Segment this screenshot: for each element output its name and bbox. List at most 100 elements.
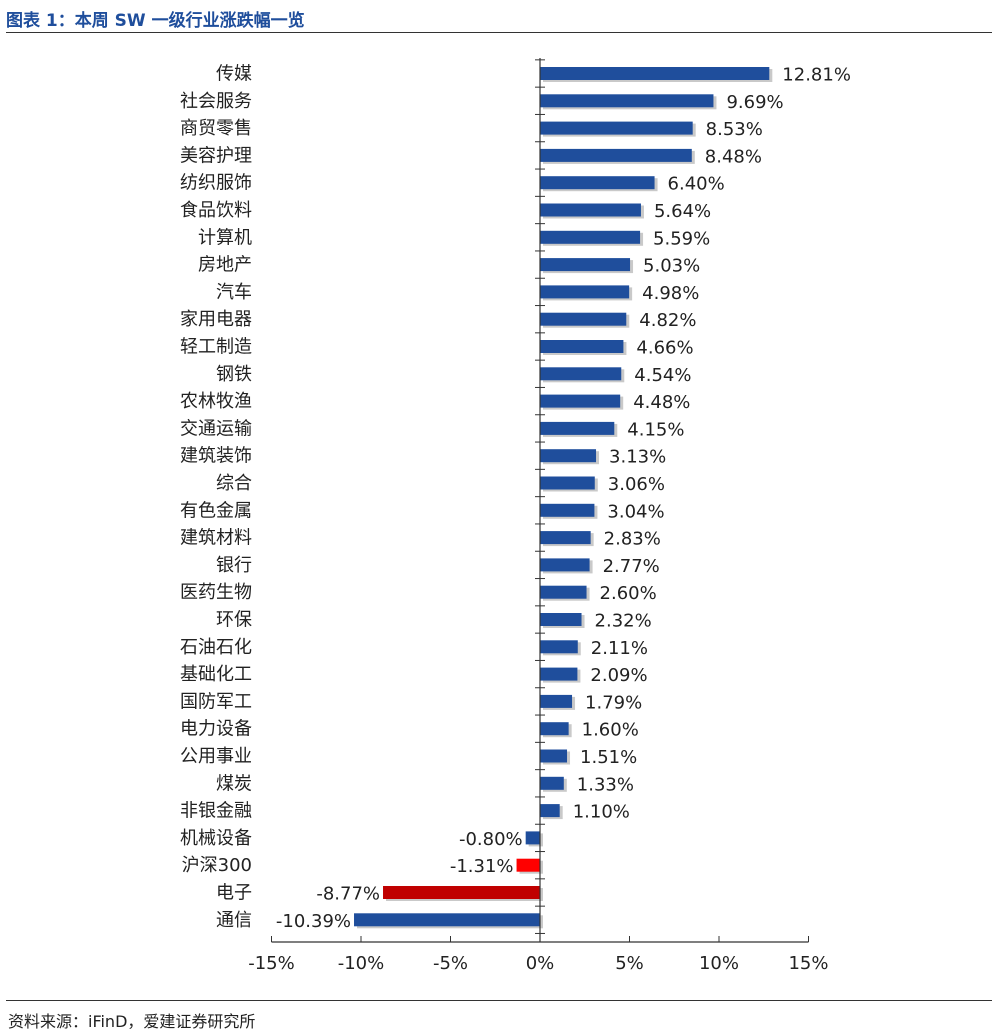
bar xyxy=(540,367,622,381)
top-divider xyxy=(6,32,992,33)
category-label: 有色金属 xyxy=(180,500,252,521)
category-label: 交通运输 xyxy=(180,418,252,439)
source-note: 资料来源：iFinD，爱建证券研究所 xyxy=(8,1012,256,1031)
value-label: 4.15% xyxy=(627,419,684,440)
value-label: 2.11% xyxy=(591,638,648,659)
category-label: 房地产 xyxy=(198,255,252,276)
bar xyxy=(540,531,591,545)
category-label: 计算机 xyxy=(198,227,252,248)
x-tick-label: 0% xyxy=(526,953,555,974)
bar xyxy=(383,886,540,899)
category-label: 建筑装饰 xyxy=(180,446,252,467)
bar xyxy=(540,640,578,654)
category-label: 医药生物 xyxy=(180,582,252,603)
value-label: 1.51% xyxy=(580,747,637,768)
value-label: 1.33% xyxy=(577,774,634,795)
x-tick-label: 5% xyxy=(615,953,644,974)
bar xyxy=(540,694,573,708)
bar xyxy=(354,913,540,927)
value-label: 4.82% xyxy=(639,310,696,331)
value-label: 3.04% xyxy=(607,501,664,522)
value-label: 4.54% xyxy=(634,365,691,386)
category-label: 通信 xyxy=(216,910,252,931)
x-tick-label: 10% xyxy=(699,953,739,974)
value-label: -0.80% xyxy=(459,829,523,850)
value-label: 5.59% xyxy=(653,228,710,249)
bottom-divider xyxy=(6,1000,992,1001)
x-tick-label: -10% xyxy=(338,953,385,974)
value-label: 4.98% xyxy=(642,283,699,304)
value-label: 2.77% xyxy=(603,556,660,577)
value-label: -8.77% xyxy=(316,884,380,905)
value-label: 3.13% xyxy=(609,447,666,468)
value-label: 8.53% xyxy=(706,119,763,140)
category-label: 农林牧渔 xyxy=(180,391,252,412)
value-label: 8.48% xyxy=(705,146,762,167)
category-label: 食品饮料 xyxy=(180,200,252,221)
category-label: 钢铁 xyxy=(216,364,252,385)
bar xyxy=(540,503,595,517)
bar xyxy=(540,804,560,818)
x-tick-label: 15% xyxy=(788,953,828,974)
value-label: -1.31% xyxy=(450,856,514,877)
value-label: 6.40% xyxy=(668,174,725,195)
bar xyxy=(540,421,615,435)
bar xyxy=(540,312,627,326)
bar xyxy=(540,94,714,108)
bar xyxy=(540,749,568,763)
x-tick-label: -5% xyxy=(433,953,468,974)
bar xyxy=(540,67,770,80)
bar xyxy=(540,667,578,681)
bar xyxy=(540,476,595,490)
value-label: 2.83% xyxy=(604,529,661,550)
category-label: 银行 xyxy=(216,555,252,576)
value-label: 2.60% xyxy=(600,583,657,604)
value-label: 4.66% xyxy=(636,338,693,359)
bar xyxy=(540,340,624,353)
category-label: 商贸零售 xyxy=(180,118,252,139)
bar xyxy=(540,722,569,736)
category-label: 电子 xyxy=(216,883,252,904)
bar xyxy=(540,203,641,217)
bar xyxy=(540,285,630,299)
category-label: 家用电器 xyxy=(180,309,252,330)
x-tick-label: -15% xyxy=(248,953,295,974)
bar xyxy=(540,449,597,463)
bar xyxy=(540,176,655,190)
bar xyxy=(516,858,540,872)
category-label: 石油石化 xyxy=(180,637,252,658)
bar xyxy=(540,121,693,135)
category-label: 环保 xyxy=(216,610,252,631)
category-label: 非银金融 xyxy=(180,801,252,822)
category-label: 机械设备 xyxy=(180,828,252,849)
category-label: 轻工制造 xyxy=(180,337,252,358)
category-label: 沪深300 xyxy=(182,855,252,876)
category-label: 基础化工 xyxy=(180,664,252,685)
bar xyxy=(540,394,621,408)
value-label: -10.39% xyxy=(276,911,351,932)
category-label: 社会服务 xyxy=(180,91,252,112)
bar xyxy=(540,258,631,272)
category-label: 传媒 xyxy=(216,64,252,85)
value-label: 2.32% xyxy=(595,611,652,632)
bar xyxy=(540,613,582,626)
category-label: 公用事业 xyxy=(180,746,252,767)
category-label: 建筑材料 xyxy=(180,528,252,549)
bar xyxy=(540,776,564,790)
chart-title: 图表 1：本周 SW 一级行业涨跌幅一览 xyxy=(6,11,305,31)
bar xyxy=(540,230,641,244)
value-label: 12.81% xyxy=(782,65,851,86)
category-label: 汽车 xyxy=(216,282,252,303)
bar xyxy=(540,558,590,572)
value-label: 4.48% xyxy=(633,392,690,413)
category-label: 综合 xyxy=(216,473,252,494)
value-label: 2.09% xyxy=(590,665,647,686)
category-label: 电力设备 xyxy=(180,719,252,740)
bar xyxy=(540,148,692,162)
value-label: 1.10% xyxy=(573,802,630,823)
category-label: 国防军工 xyxy=(180,691,252,712)
category-label: 煤炭 xyxy=(216,773,252,794)
value-label: 1.79% xyxy=(585,692,642,713)
value-label: 9.69% xyxy=(726,92,783,113)
category-label: 美容护理 xyxy=(180,145,252,166)
